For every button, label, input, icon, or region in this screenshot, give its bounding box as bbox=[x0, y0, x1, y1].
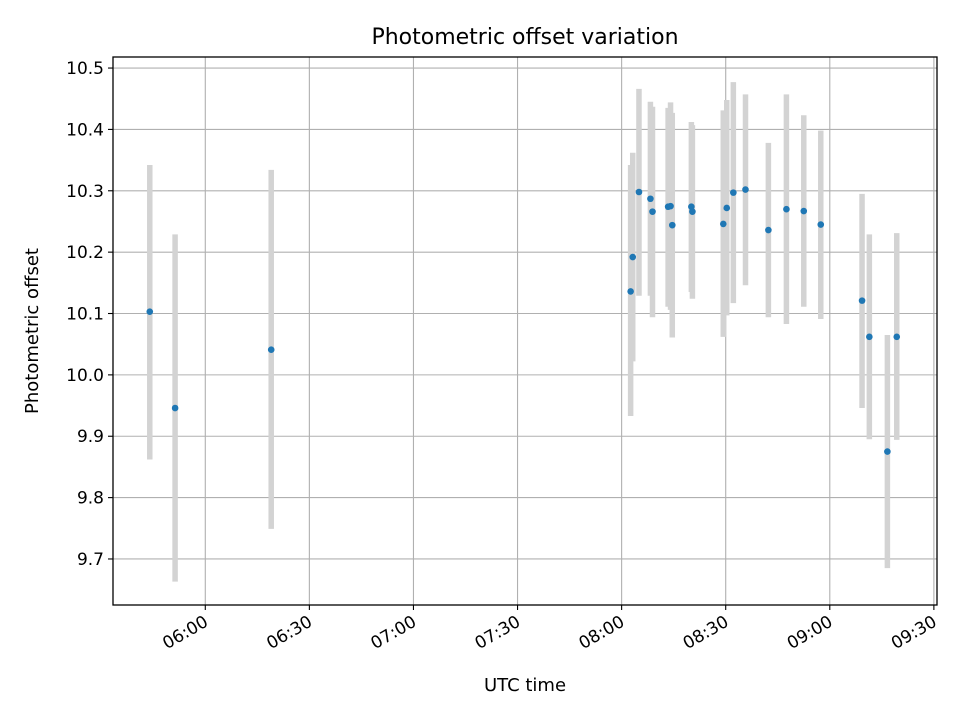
data-point bbox=[893, 333, 901, 341]
data-point bbox=[800, 207, 808, 215]
y-tick-label: 9.8 bbox=[77, 489, 104, 509]
y-tick-label: 10.5 bbox=[66, 59, 104, 79]
data-point bbox=[866, 333, 873, 341]
y-axis-label: Photometric offset bbox=[22, 248, 43, 414]
y-tick-label: 9.7 bbox=[77, 550, 104, 570]
data-point bbox=[884, 448, 891, 455]
data-point bbox=[765, 226, 772, 234]
data-point bbox=[146, 308, 154, 315]
y-tick-label: 10.4 bbox=[66, 120, 104, 140]
data-point bbox=[719, 220, 727, 228]
y-tick-label: 10.2 bbox=[66, 243, 104, 263]
y-tick-label: 10.0 bbox=[66, 366, 104, 386]
data-point bbox=[858, 297, 866, 304]
data-point bbox=[635, 188, 643, 196]
y-tick-label: 9.9 bbox=[77, 427, 104, 447]
data-point bbox=[649, 208, 656, 215]
y-axis-ticks: 9.7 9.8 9.9 10.0 10.1 10.2 10.3 10.4 10.5 bbox=[66, 59, 113, 570]
data-point bbox=[667, 202, 674, 210]
data-point bbox=[689, 208, 696, 215]
data-point bbox=[647, 195, 654, 203]
data-point bbox=[629, 253, 637, 261]
data-points bbox=[146, 186, 901, 455]
data-point bbox=[688, 203, 695, 211]
data-point bbox=[730, 189, 737, 196]
data-point bbox=[627, 288, 634, 295]
data-point bbox=[723, 204, 731, 212]
y-tick-label: 10.1 bbox=[66, 305, 104, 325]
data-point bbox=[171, 404, 179, 412]
data-point bbox=[783, 205, 790, 213]
chart-title: Photometric offset variation bbox=[371, 25, 678, 50]
data-point bbox=[742, 186, 749, 193]
data-point bbox=[668, 221, 676, 229]
x-axis-label: UTC time bbox=[484, 675, 566, 696]
y-tick-label: 10.3 bbox=[66, 182, 104, 202]
plot-frame bbox=[112, 56, 938, 606]
data-point bbox=[267, 346, 275, 354]
data-point bbox=[817, 221, 825, 228]
